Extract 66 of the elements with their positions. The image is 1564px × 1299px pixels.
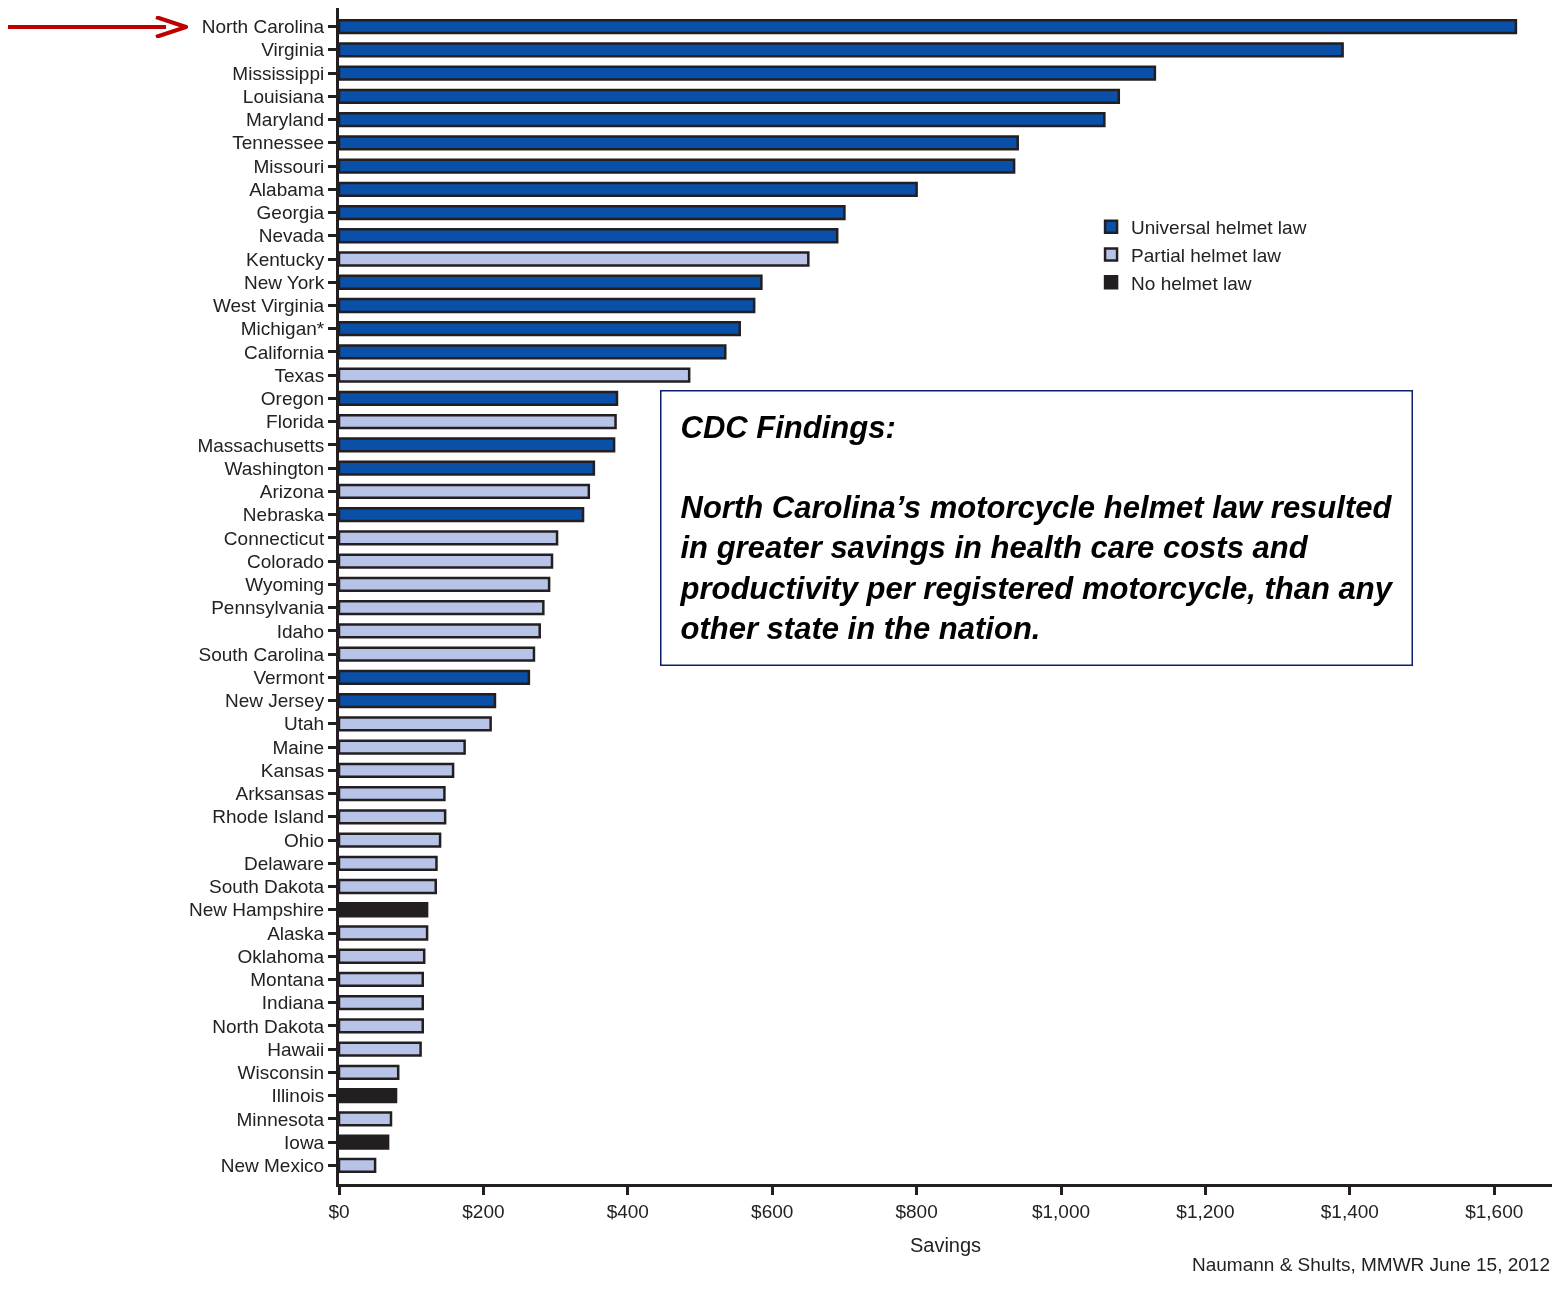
y-tick-label: South Carolina — [198, 643, 325, 665]
y-tick-label: Louisiana — [242, 85, 325, 107]
y-tick-label: Florida — [266, 411, 325, 433]
x-tick-label: $0 — [328, 1200, 350, 1222]
y-tick-label: Michigan* — [240, 318, 325, 340]
y-tick-label: Virginia — [261, 39, 325, 61]
y-tick-label: Hawaii — [267, 1038, 325, 1060]
x-tick-label: $400 — [606, 1200, 649, 1222]
y-tick-label: Illinois — [271, 1085, 325, 1107]
y-tick-label: Alabama — [249, 178, 325, 200]
y-tick-label: Alaska — [267, 922, 325, 944]
x-tick-label: $800 — [895, 1200, 938, 1222]
y-tick-label: Rhode Island — [212, 806, 325, 828]
y-tick-label: Ohio — [284, 829, 325, 851]
y-tick-label: Oklahoma — [237, 945, 325, 967]
y-tick-label: Idaho — [276, 620, 325, 642]
y-tick-label: Kansas — [260, 759, 325, 781]
x-axis-title: Savings — [909, 1234, 982, 1257]
y-tick-label: Kentucky — [246, 248, 325, 270]
y-tick-label: Iowa — [284, 1131, 325, 1153]
y-tick-label: Vermont — [253, 666, 325, 688]
y-tick-label: Georgia — [256, 202, 325, 224]
annotation: North Carolina’s motorcycle helmet law resulted in greater savings in health care costs and productivity per registered motorcycle, than any other state in the nation. — [679, 490, 1394, 646]
y-tick-label: Wisconsin — [237, 1062, 325, 1084]
y-tick-label: Washington — [224, 457, 325, 479]
y-tick-label: Delaware — [243, 852, 325, 874]
y-tick-label: Nevada — [258, 225, 325, 247]
y-tick-label: Utah — [284, 713, 325, 735]
y-tick-label: West Virginia — [212, 295, 325, 317]
x-tick-label: $200 — [462, 1200, 505, 1222]
y-tick-label: New Jersey — [224, 690, 325, 712]
x-tick-label: $1,200 — [1176, 1200, 1235, 1222]
annotation: CDC Findings: — [680, 409, 896, 445]
y-tick-label: Wyoming — [245, 574, 325, 596]
x-tick-label: $1,000 — [1031, 1200, 1091, 1222]
legend-label: No helmet law — [1131, 272, 1252, 294]
y-tick-label: New Hampshire — [189, 899, 325, 921]
y-tick-label: Oregon — [260, 388, 325, 410]
y-tick-label: Pennsylvania — [211, 597, 325, 619]
y-tick-label: New Mexico — [220, 1155, 325, 1177]
y-tick-label: Maine — [272, 736, 325, 758]
x-tick-label: $600 — [751, 1200, 794, 1222]
y-tick-label: Colorado — [247, 550, 325, 572]
y-tick-label: Missouri — [253, 155, 325, 177]
y-tick-label: North Dakota — [212, 1015, 325, 1037]
y-tick-label: South Dakota — [209, 876, 325, 898]
y-tick-label: Arksansas — [235, 783, 325, 805]
y-tick-label: North Carolina — [201, 16, 325, 38]
y-tick-label: Mississippi — [232, 62, 325, 84]
y-tick-label: Tennessee — [232, 132, 325, 154]
y-tick-label: Maryland — [246, 109, 325, 131]
y-tick-label: Nebraska — [242, 504, 325, 526]
y-tick-label: Connecticut — [223, 527, 325, 549]
y-tick-label: Arizona — [259, 481, 325, 503]
text: Naumann & Shults, MMWR June 15, 2012 — [1192, 1254, 1551, 1275]
y-tick-label: Minnesota — [236, 1108, 325, 1130]
legend-label: Universal helmet law — [1131, 217, 1307, 239]
y-tick-label: Indiana — [261, 992, 325, 1014]
y-tick-label: California — [243, 341, 325, 363]
x-tick-label: $1,600 — [1465, 1200, 1524, 1222]
x-tick-label: $1,400 — [1320, 1200, 1379, 1222]
legend-label: Partial helmet law — [1131, 244, 1282, 266]
y-tick-label: New York — [243, 271, 325, 293]
y-tick-label: Montana — [250, 969, 325, 991]
y-tick-label: Texas — [274, 364, 325, 386]
y-tick-label: Massachusetts — [197, 434, 325, 456]
